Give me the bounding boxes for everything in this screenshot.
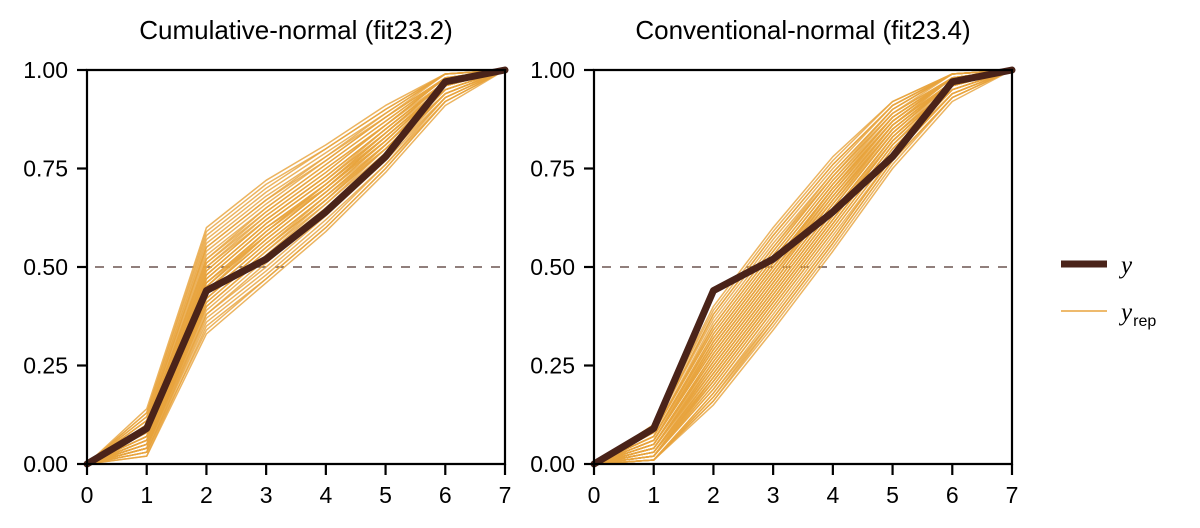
yrep-line	[86, 69, 506, 465]
panel-title-right: Conventional-normal (fit23.4)	[635, 15, 970, 45]
observed-y-line	[83, 66, 509, 468]
panel-right-svg: Conventional-normal (fit23.4) 0.000.250.…	[530, 15, 1018, 508]
y-tick-label: 0.75	[23, 156, 68, 182]
x-tick-label: 6	[439, 482, 452, 508]
x-tick-label: 1	[647, 482, 660, 508]
x-tick-label: 3	[767, 482, 780, 508]
y-tick-label: 1.00	[23, 57, 68, 83]
x-tick-labels-left: 0 1 2 3 4 5 6 7	[81, 482, 512, 508]
x-tick-label: 0	[588, 482, 601, 508]
panel-title-left: Cumulative-normal (fit23.2)	[139, 15, 453, 45]
legend-label-main: y	[1118, 299, 1133, 326]
y-tick-labels-right: 0.00 0.25 0.50 0.75 1.00	[530, 57, 575, 477]
x-tick-labels-right: 0 1 2 3 4 5 6 7	[588, 482, 1019, 508]
x-tick-label: 5	[379, 482, 392, 508]
y-tick-label: 0.50	[23, 254, 68, 280]
yrep-line	[86, 69, 506, 465]
y-tick-label: 0.00	[530, 451, 575, 477]
panel-cumulative-normal: Cumulative-normal (fit23.2) 0.00 0.25 0.50…	[0, 0, 540, 528]
legend-label-subscript: rep	[1133, 313, 1156, 330]
axes-left	[77, 68, 507, 475]
observed-y-line	[590, 66, 1016, 468]
yrep-line	[593, 69, 1013, 465]
x-tick-label: 4	[826, 482, 839, 508]
y-tick-label: 0.75	[530, 156, 575, 182]
x-tick-label: 4	[319, 482, 332, 508]
legend-label-yrep: yrep	[1118, 299, 1156, 330]
legend-svg: y yrep	[1061, 252, 1156, 330]
x-tick-label: 7	[499, 482, 512, 508]
axes-right	[584, 68, 1014, 475]
y-tick-label: 0.00	[23, 451, 68, 477]
plot-area-left: 0.00 0.25 0.50 0.75 1.00 0 1 2 3 4 5 6 7	[23, 57, 511, 508]
legend-label-main: y	[1118, 252, 1133, 279]
y-tick-label: 0.25	[530, 353, 575, 379]
x-tick-label: 2	[707, 482, 720, 508]
x-tick-label: 2	[200, 482, 213, 508]
plot-area-right: 0.00 0.25 0.50 0.75 1.00 0 1 2 3 4 5 6 7	[530, 57, 1018, 508]
panel-left-svg: Cumulative-normal (fit23.2) 0.00 0.25 0.50…	[23, 15, 511, 508]
x-tick-label: 6	[946, 482, 959, 508]
legend-label-y: y	[1118, 252, 1133, 279]
x-tick-label: 3	[260, 482, 273, 508]
y-tick-label: 0.25	[23, 353, 68, 379]
legend-entry-yrep[interactable]: yrep	[1061, 299, 1156, 330]
y-line-left	[83, 66, 509, 468]
x-tick-label: 7	[1006, 482, 1019, 508]
legend: y yrep	[1045, 0, 1200, 528]
y-tick-label: 1.00	[530, 57, 575, 83]
panel-conventional-normal: Conventional-normal (fit23.4) 0.00 0.25 0.…	[507, 0, 1047, 528]
y-line-right	[590, 66, 1016, 468]
y-tick-labels-left: 0.00 0.25 0.50 0.75 1.00	[23, 57, 68, 477]
legend-entry-y[interactable]: y	[1061, 252, 1133, 279]
yrep-line	[86, 69, 506, 465]
y-tick-label: 0.50	[530, 254, 575, 280]
x-tick-label: 5	[886, 482, 899, 508]
x-tick-label: 0	[81, 482, 94, 508]
x-tick-label: 1	[140, 482, 153, 508]
